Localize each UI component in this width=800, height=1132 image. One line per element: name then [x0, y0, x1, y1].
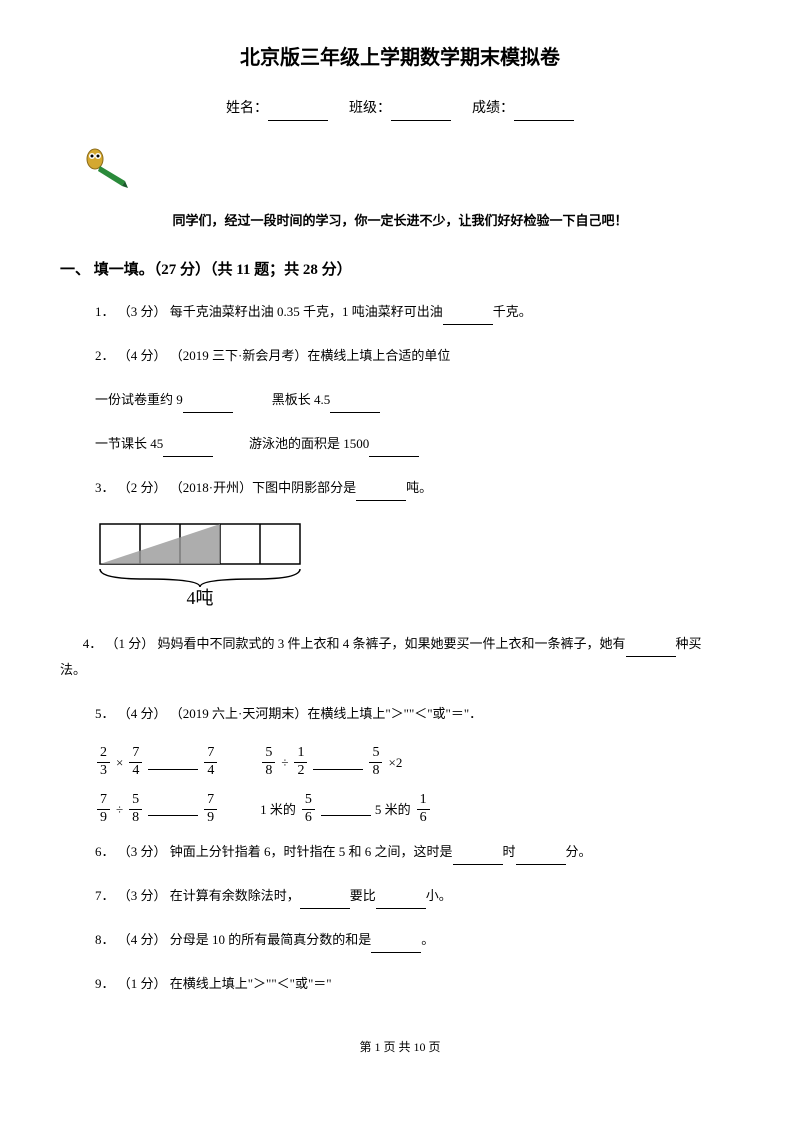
question-6: 6． （3 分） 钟面上分针指着 6，时针指在 5 和 6 之间，这时是 时 分。 — [60, 839, 740, 865]
score-label: 成绩： — [472, 101, 514, 116]
q7-text: 7． （3 分） 在计算有余数除法时， — [95, 888, 300, 903]
frac-num: 5 — [369, 745, 382, 763]
q4-text: 4． （1 分） 妈妈看中不同款式的 3 件上衣和 4 条裤子，如果她要买一件上… — [83, 636, 626, 651]
frac-num: 7 — [129, 745, 142, 763]
score-blank[interactable] — [514, 105, 574, 121]
q2-item4: 游泳池的面积是 1500 — [249, 436, 369, 451]
frac-num: 5 — [302, 792, 315, 810]
frac-group-4: 1 米的 56 5 米的 16 — [260, 792, 432, 827]
q2-row1: 一份试卷重约 9 黑板长 4.5 — [60, 387, 740, 413]
q2-blank4[interactable] — [369, 443, 419, 457]
pencil-icon — [80, 141, 130, 191]
frac-num: 1 — [294, 745, 307, 763]
frac-den: 8 — [369, 763, 382, 780]
frac-num: 5 — [129, 792, 142, 810]
frac-den: 3 — [97, 763, 110, 780]
question-8: 8． （4 分） 分母是 10 的所有最简真分数的和是 。 — [60, 927, 740, 953]
compare-blank[interactable] — [313, 756, 363, 770]
q1-text: 1． （3 分） 每千克油菜籽出油 0.35 千克，1 吨油菜籽可出油 — [95, 304, 443, 319]
page-footer: 第 1 页 共 10 页 — [60, 1037, 740, 1059]
frac-num: 7 — [97, 792, 110, 810]
q6-blank1[interactable] — [453, 851, 503, 865]
q3-suffix: 吨。 — [406, 480, 432, 495]
q2-blank2[interactable] — [330, 399, 380, 413]
greeting-text: 同学们，经过一段时间的学习，你一定长进不少，让我们好好检验一下自己吧！ — [60, 209, 740, 232]
frac-den: 8 — [262, 763, 275, 780]
q8-text: 8． （4 分） 分母是 10 的所有最简真分数的和是 — [95, 932, 371, 947]
q4-line2: 法。 — [60, 662, 86, 677]
q2-blank1[interactable] — [183, 399, 233, 413]
frac-num: 1 — [417, 792, 430, 810]
frac-den: 9 — [204, 810, 217, 827]
compare-blank[interactable] — [148, 802, 198, 816]
name-blank[interactable] — [268, 105, 328, 121]
q4-suffix: 种买 — [676, 636, 702, 651]
q6-mid: 时 — [503, 844, 516, 859]
q8-suffix: 。 — [421, 932, 434, 947]
div-sign: ÷ — [116, 798, 123, 821]
q2-text: 2． （4 分） （2019 三下·新会月考）在横线上填上合适的单位 — [95, 343, 740, 369]
info-line: 姓名： 班级： 成绩： — [60, 96, 740, 121]
frac-group-2: 58 ÷ 12 58 ×2 — [260, 745, 402, 780]
q2-item2: 黑板长 4.5 — [272, 392, 331, 407]
fraction-row-1: 23 × 74 74 58 ÷ 12 58 ×2 — [95, 745, 740, 780]
q1-blank[interactable] — [443, 311, 493, 325]
frac-den: 6 — [302, 810, 315, 827]
frac-den: 4 — [129, 763, 142, 780]
frac-group-3: 79 ÷ 58 79 — [95, 792, 219, 827]
q1-suffix: 千克。 — [493, 304, 532, 319]
page-title: 北京版三年级上学期数学期末模拟卷 — [60, 40, 740, 76]
m1-label: 1 米的 — [260, 798, 296, 821]
question-5: 5． （4 分） （2019 六上·天河期末）在横线上填上"＞""＜"或"＝"． — [60, 701, 740, 727]
diagram-tons: 4吨 — [95, 519, 740, 616]
name-label: 姓名： — [226, 101, 268, 116]
q5-text: 5． （4 分） （2019 六上·天河期末）在横线上填上"＞""＜"或"＝"． — [95, 706, 482, 721]
frac-den: 4 — [204, 763, 217, 780]
frac-num: 2 — [97, 745, 110, 763]
mult-sign: × — [116, 751, 123, 774]
q7-suffix: 小。 — [426, 888, 452, 903]
question-7: 7． （3 分） 在计算有余数除法时， 要比 小。 — [60, 883, 740, 909]
question-9: 9． （1 分） 在横线上填上"＞""＜"或"＝" — [60, 971, 740, 997]
q2-item3: 一节课长 45 — [95, 436, 163, 451]
fraction-row-2: 79 ÷ 58 79 1 米的 56 5 米的 16 — [95, 792, 740, 827]
frac-den: 9 — [97, 810, 110, 827]
frac-group-1: 23 × 74 74 — [95, 745, 219, 780]
frac-den: 8 — [129, 810, 142, 827]
frac-num: 7 — [204, 745, 217, 763]
frac-num: 7 — [204, 792, 217, 810]
section-1-header: 一、 填一填。（27 分）（共 11 题；共 28 分） — [60, 257, 740, 284]
class-blank[interactable] — [391, 105, 451, 121]
m5-label: 5 米的 — [375, 798, 411, 821]
q6-suffix: 分。 — [566, 844, 592, 859]
q9-text: 9． （1 分） 在横线上填上"＞""＜"或"＝" — [95, 976, 332, 991]
q8-blank[interactable] — [371, 939, 421, 953]
q4-blank[interactable] — [626, 643, 676, 657]
question-4: 4． （1 分） 妈妈看中不同款式的 3 件上衣和 4 条裤子，如果她要买一件上… — [60, 631, 740, 683]
q6-text: 6． （3 分） 钟面上分针指着 6，时针指在 5 和 6 之间，这时是 — [95, 844, 453, 859]
q3-text: 3． （2 分） （2018·开州）下图中阴影部分是 — [95, 480, 356, 495]
q2-row2: 一节课长 45 游泳池的面积是 1500 — [60, 431, 740, 457]
class-label: 班级： — [349, 101, 391, 116]
q6-blank2[interactable] — [516, 851, 566, 865]
q2-item1: 一份试卷重约 9 — [95, 392, 183, 407]
question-3: 3． （2 分） （2018·开州）下图中阴影部分是 吨。 — [60, 475, 740, 501]
frac-num: 5 — [262, 745, 275, 763]
frac-den: 2 — [294, 763, 307, 780]
compare-blank[interactable] — [321, 802, 371, 816]
question-2: 2． （4 分） （2019 三下·新会月考）在横线上填上合适的单位 — [60, 343, 740, 369]
div-sign: ÷ — [281, 751, 288, 774]
compare-blank[interactable] — [148, 756, 198, 770]
q3-blank[interactable] — [356, 487, 406, 501]
times2: ×2 — [388, 751, 402, 774]
q7-mid: 要比 — [350, 888, 376, 903]
q7-blank2[interactable] — [376, 895, 426, 909]
diagram-label: 4吨 — [187, 588, 214, 608]
question-1: 1． （3 分） 每千克油菜籽出油 0.35 千克，1 吨油菜籽可出油 千克。 — [60, 299, 740, 325]
q2-blank3[interactable] — [163, 443, 213, 457]
frac-den: 6 — [417, 810, 430, 827]
q7-blank1[interactable] — [300, 895, 350, 909]
